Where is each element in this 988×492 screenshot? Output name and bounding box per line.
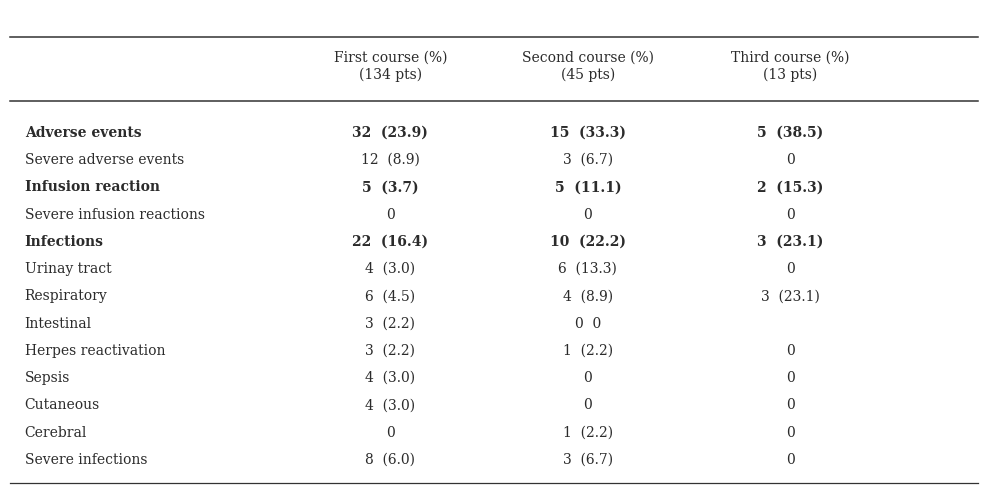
Text: Severe adverse events: Severe adverse events bbox=[25, 153, 184, 167]
Text: Adverse events: Adverse events bbox=[25, 126, 141, 140]
Text: 0: 0 bbox=[786, 426, 794, 439]
Text: First course (%)
(134 pts): First course (%) (134 pts) bbox=[334, 51, 447, 82]
Text: Intestinal: Intestinal bbox=[25, 316, 92, 331]
Text: 0: 0 bbox=[386, 208, 394, 221]
Text: 5  (11.1): 5 (11.1) bbox=[554, 180, 621, 194]
Text: Infusion reaction: Infusion reaction bbox=[25, 180, 160, 194]
Text: 0: 0 bbox=[584, 399, 592, 412]
Text: 0: 0 bbox=[786, 399, 794, 412]
Text: 22  (16.4): 22 (16.4) bbox=[352, 235, 429, 249]
Text: 0: 0 bbox=[786, 453, 794, 467]
Text: 5  (38.5): 5 (38.5) bbox=[757, 126, 824, 140]
Text: Third course (%)
(13 pts): Third course (%) (13 pts) bbox=[731, 51, 850, 82]
Text: 3  (6.7): 3 (6.7) bbox=[563, 153, 613, 167]
Text: Respiratory: Respiratory bbox=[25, 289, 108, 303]
Text: 4  (3.0): 4 (3.0) bbox=[366, 262, 415, 276]
Text: 0  0: 0 0 bbox=[575, 316, 601, 331]
Text: 32  (23.9): 32 (23.9) bbox=[353, 126, 428, 140]
Text: Sepsis: Sepsis bbox=[25, 371, 70, 385]
Text: Infections: Infections bbox=[25, 235, 104, 249]
Text: 12  (8.9): 12 (8.9) bbox=[361, 153, 420, 167]
Text: Cutaneous: Cutaneous bbox=[25, 399, 100, 412]
Text: 2  (15.3): 2 (15.3) bbox=[757, 180, 824, 194]
Text: 0: 0 bbox=[786, 153, 794, 167]
Text: Severe infections: Severe infections bbox=[25, 453, 147, 467]
Text: 3  (6.7): 3 (6.7) bbox=[563, 453, 613, 467]
Text: 15  (33.3): 15 (33.3) bbox=[550, 126, 625, 140]
Text: 4  (3.0): 4 (3.0) bbox=[366, 399, 415, 412]
Text: 0: 0 bbox=[584, 371, 592, 385]
Text: 0: 0 bbox=[584, 208, 592, 221]
Text: 0: 0 bbox=[786, 344, 794, 358]
Text: 0: 0 bbox=[786, 262, 794, 276]
Text: 6  (13.3): 6 (13.3) bbox=[558, 262, 618, 276]
Text: 4  (3.0): 4 (3.0) bbox=[366, 371, 415, 385]
Text: 1  (2.2): 1 (2.2) bbox=[563, 344, 613, 358]
Text: 4  (8.9): 4 (8.9) bbox=[563, 289, 613, 303]
Text: 1  (2.2): 1 (2.2) bbox=[563, 426, 613, 439]
Text: 10  (22.2): 10 (22.2) bbox=[550, 235, 625, 249]
Text: 3  (2.2): 3 (2.2) bbox=[366, 344, 415, 358]
Text: 8  (6.0): 8 (6.0) bbox=[366, 453, 415, 467]
Text: 3  (23.1): 3 (23.1) bbox=[761, 289, 820, 303]
Text: 3  (2.2): 3 (2.2) bbox=[366, 316, 415, 331]
Text: Cerebral: Cerebral bbox=[25, 426, 87, 439]
Text: 0: 0 bbox=[786, 208, 794, 221]
Text: 0: 0 bbox=[786, 371, 794, 385]
Text: 5  (3.7): 5 (3.7) bbox=[362, 180, 419, 194]
Text: Severe infusion reactions: Severe infusion reactions bbox=[25, 208, 205, 221]
Text: 0: 0 bbox=[386, 426, 394, 439]
Text: Herpes reactivation: Herpes reactivation bbox=[25, 344, 165, 358]
Text: Second course (%)
(45 pts): Second course (%) (45 pts) bbox=[522, 51, 654, 82]
Text: 3  (23.1): 3 (23.1) bbox=[757, 235, 824, 249]
Text: 6  (4.5): 6 (4.5) bbox=[366, 289, 415, 303]
Text: Urinay tract: Urinay tract bbox=[25, 262, 112, 276]
